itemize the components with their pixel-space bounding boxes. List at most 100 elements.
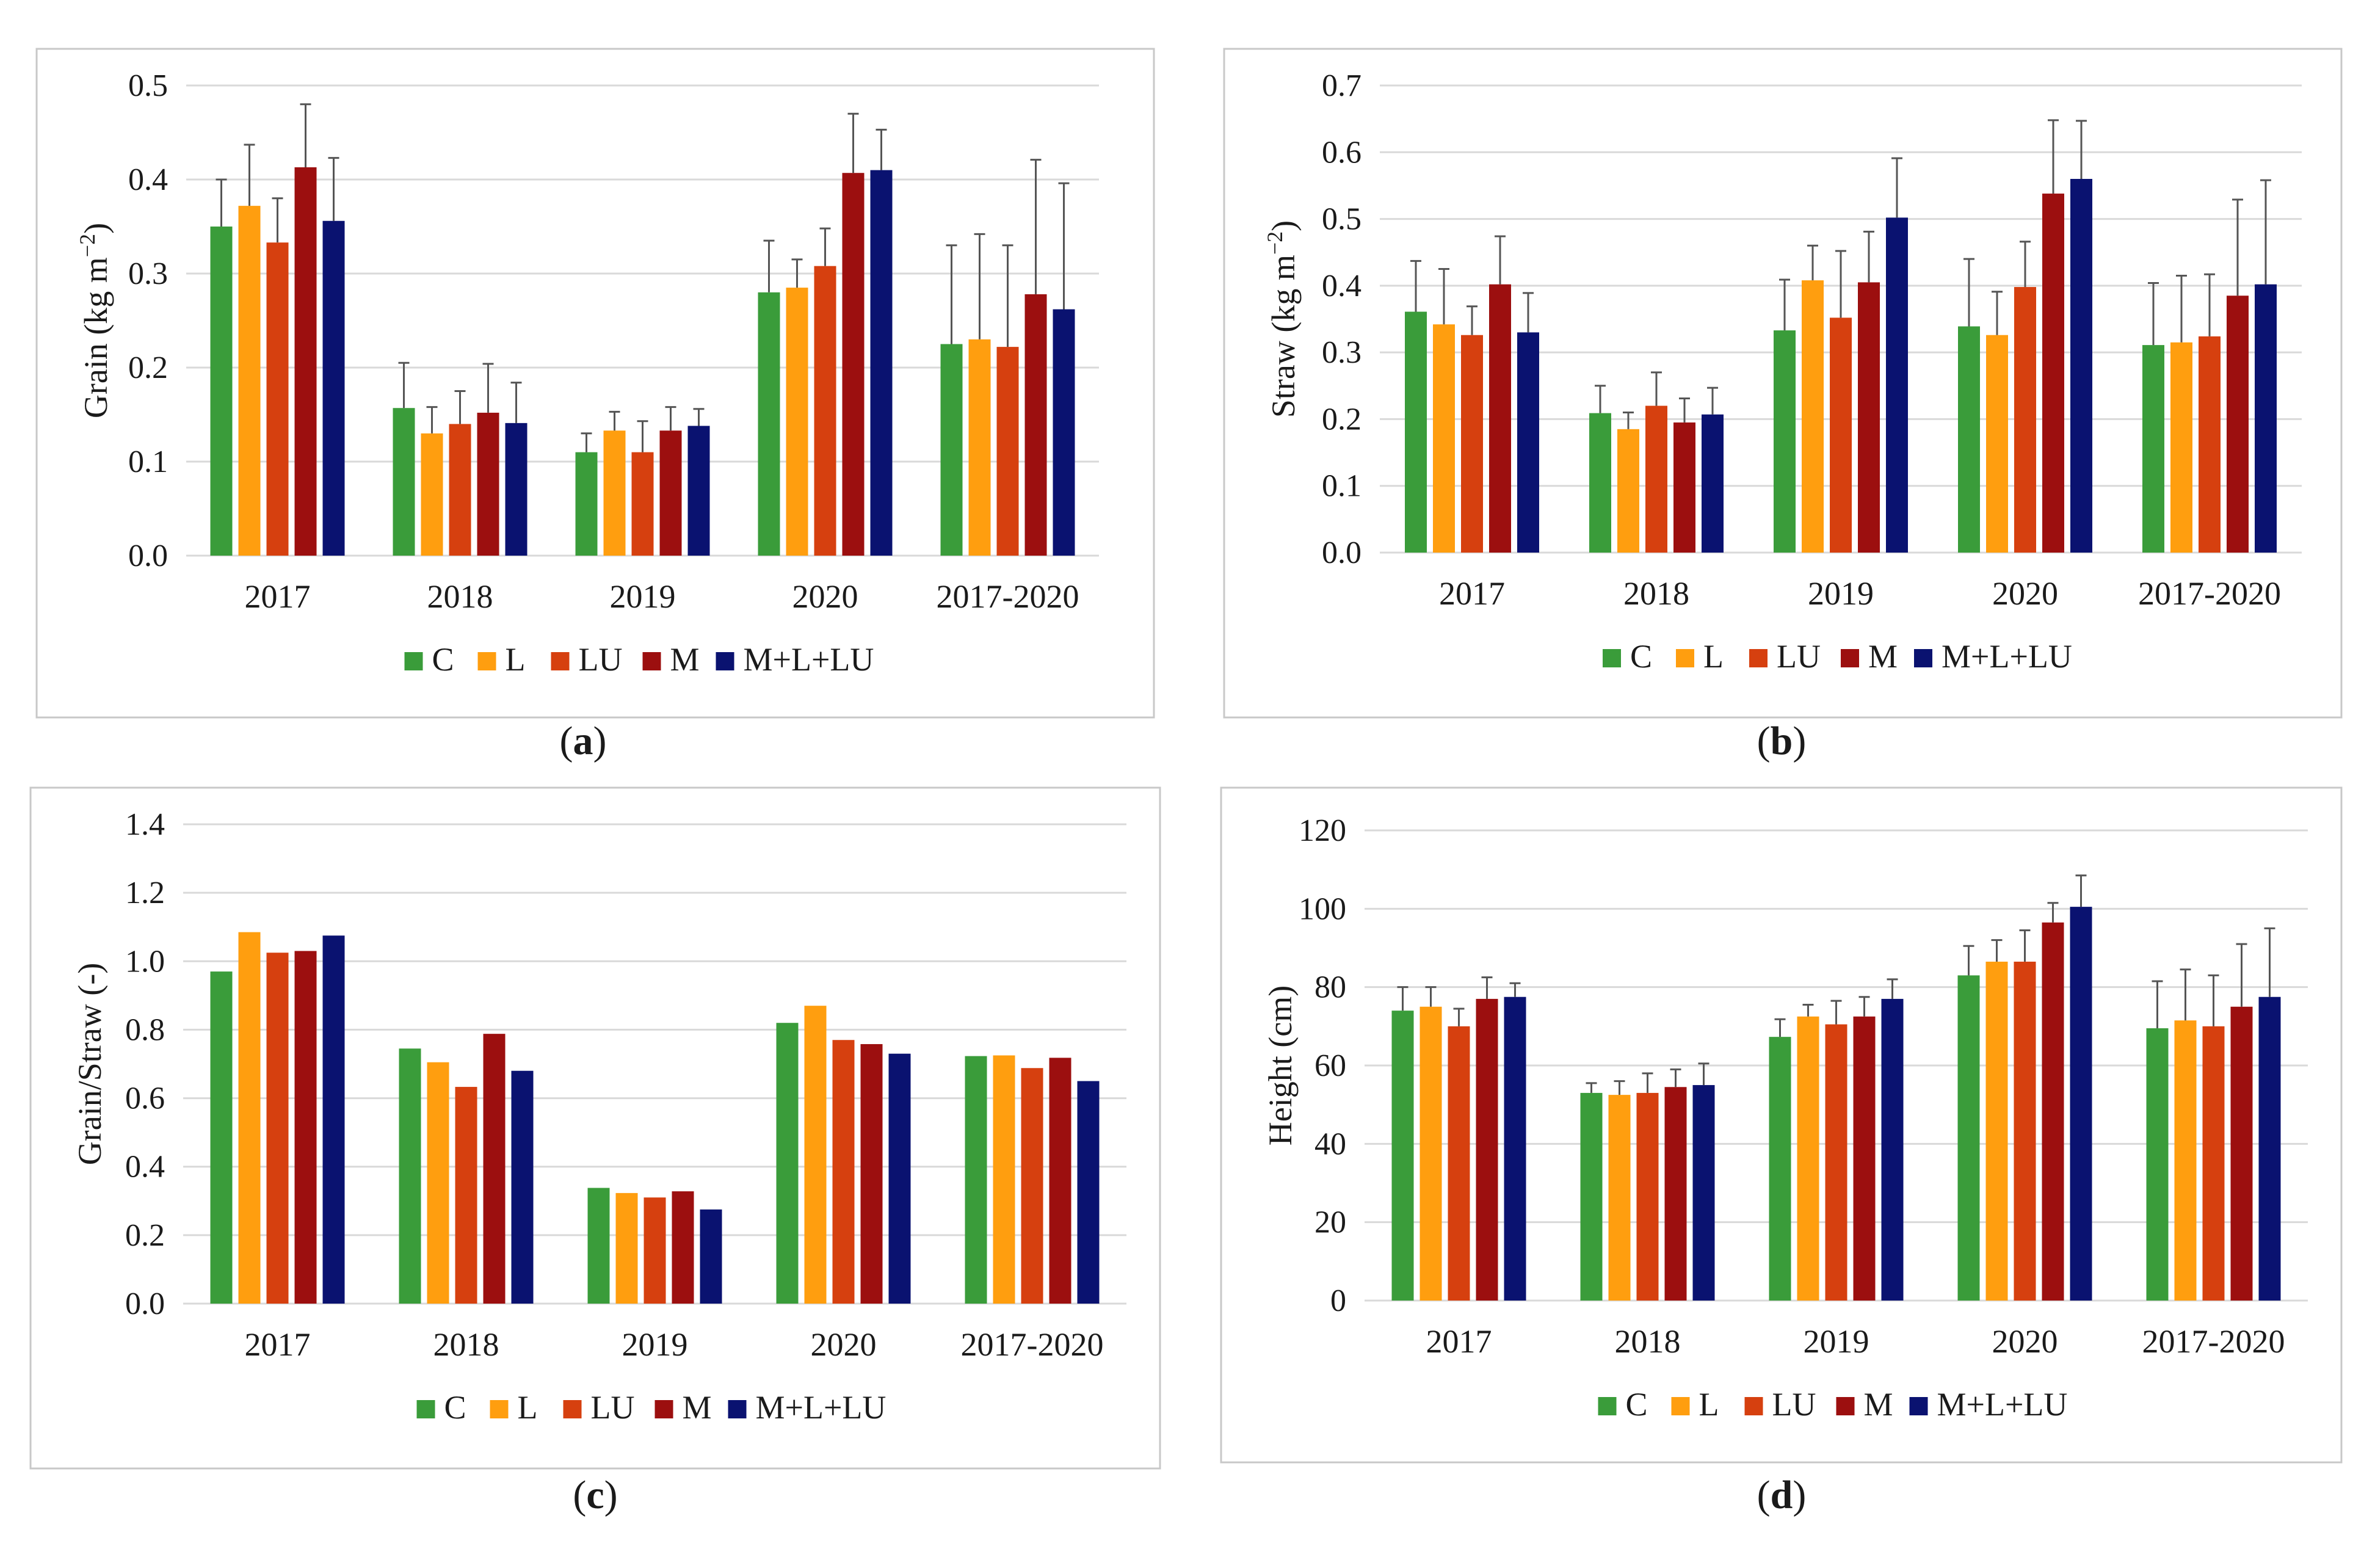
y-axis-label: Height (cm) [1262,985,1299,1145]
x-tick-label: 2020 [1992,1323,2058,1360]
bar-C-2018 [1580,1092,1603,1301]
x-tick-label: 2018 [427,578,493,615]
bar-LU-2017-2020 [2199,336,2221,553]
chart-panel-d: 0 20 40 60 80 100 120 Height (cm) 2017 2018 2019 20… [1220,786,2343,1464]
bar-LU-2018 [1636,1092,1659,1301]
y-tick-label: 0.2 [125,1218,165,1253]
panel-label-c: (c) [573,1473,617,1517]
legend-label-L: L [506,641,526,678]
x-tick-label: 2017 [1439,575,1505,612]
panel-label-open: ( [1757,1473,1771,1517]
bar-LU-2019 [1825,1024,1847,1301]
bar-L-2017-2020 [2174,1020,2197,1301]
legend-swatch-M [1836,1397,1855,1415]
legend-label-LU: LU [1777,638,1821,675]
bar-M-2018 [1664,1087,1687,1301]
legend-swatch-C [1598,1397,1617,1415]
legend-label-M+L+LU: M+L+LU [756,1389,886,1426]
legend-label-LU: LU [591,1389,635,1426]
y-axis-label: Grain/Straw (-) [71,963,108,1165]
legend-label-C: C [1630,638,1652,675]
bar-LU-2019 [631,452,654,556]
legend-swatch-L [490,1400,509,1418]
x-tick-label: 2017-2020 [2142,1323,2285,1360]
y-tick-label: 0.1 [1322,469,1361,504]
x-tick-label: 2020 [811,1326,877,1363]
y-tick-label: 0.4 [1322,269,1361,303]
bar-M+L+LU-2018 [1702,414,1724,553]
y-tick-label: 0 [1330,1283,1346,1318]
bar-LU-2019 [644,1197,666,1304]
panel-label-letter: c [586,1473,604,1517]
legend-swatch-M [642,652,661,670]
legend-swatch-L [1676,649,1694,667]
bar-LU-2017 [266,242,289,556]
bar-LU-2020 [814,266,836,556]
bar-M-2017 [294,167,317,556]
legend-swatch-M+L+LU [728,1400,747,1418]
y-tick-label: 0.6 [1322,135,1361,170]
y-axis-label: Grain (kg m−2) [75,223,114,418]
bar-LU-2017-2020 [2202,1026,2225,1301]
x-tick-label: 2020 [792,578,858,615]
bar-M+L+LU-2017 [322,220,345,556]
legend-swatch-L [477,652,496,670]
y-tick-label: 1.0 [125,944,165,979]
y-tick-label: 0.5 [128,68,168,103]
bar-L-2017 [238,206,261,556]
y-tick-label: 60 [1314,1048,1346,1083]
bar-M+L+LU-2017-2020 [2255,284,2277,553]
panel-label-letter: d [1771,1473,1793,1517]
bar-LU-2017 [266,953,289,1304]
y-axis-label-close: ) [78,223,114,234]
bar-M+L+LU-2020 [888,1053,911,1304]
y-tick-label: 0.3 [128,256,168,291]
bar-LU-2019 [1830,318,1852,553]
bar-M+L+LU-2020 [870,170,893,556]
y-tick-label: 0.2 [128,350,168,385]
bar-L-2020 [1986,335,2008,553]
legend-swatch-M+L+LU [716,652,734,670]
chart-panel-c: 0.0 0.2 0.4 0.6 0.8 1.0 1.2 1.4 Grain/Straw (-) 2… [29,786,1161,1470]
y-axis-label-text: Grain/Straw (-) [71,963,108,1165]
legend-label-C: C [432,641,454,678]
bar-LU-2017-2020 [996,347,1019,556]
bar-C-2017-2020 [2146,1028,2169,1301]
x-tick-label: 2019 [610,578,676,615]
bar-C-2017 [210,227,233,556]
bar-M-2019 [1853,1016,1876,1301]
chart-panel-a: 0.0 0.1 0.2 0.3 0.4 0.5 Grain (kg m−2) 2017 2018… [35,48,1155,719]
bar-M+L+LU-2017-2020 [2258,996,2281,1301]
bar-L-2018 [1617,429,1639,553]
bar-C-2020 [758,292,780,556]
bar-LU-2018 [1645,405,1667,553]
legend-label-L: L [1699,1386,1719,1423]
legend-label-L: L [518,1389,538,1426]
panel-frame [1223,48,2343,719]
y-axis-label-text: Grain (kg m [78,257,114,418]
panel-frame [1220,786,2343,1464]
chart-panel-b: 0.0 0.1 0.2 0.3 0.4 0.5 0.6 0.7 Straw (kg m−2) 20… [1223,48,2343,719]
bar-L-2019 [615,1192,638,1304]
bar-C-2020 [1958,326,1980,553]
bar-M+L+LU-2018 [505,423,528,556]
bar-C-2018 [399,1048,421,1304]
legend-label-C: C [1626,1386,1648,1423]
legend-label-M: M [683,1389,712,1426]
x-tick-label: 2017 [245,578,311,615]
legend-label-M+L+LU: M+L+LU [744,641,874,678]
bar-C-2020 [776,1023,799,1304]
x-tick-label: 2018 [433,1326,499,1363]
legend-swatch-C [1603,649,1621,667]
panel-label-d: (d) [1757,1473,1807,1517]
bar-M-2018 [477,412,499,556]
x-tick-label: 2019 [1808,575,1874,612]
y-tick-label: 1.4 [125,807,165,842]
y-tick-label: 0.3 [1322,335,1361,370]
legend-label-M: M [1868,638,1898,675]
x-tick-label: 2017 [1426,1323,1492,1360]
bar-C-2019 [1769,1037,1791,1301]
panel-label-letter: a [573,719,593,763]
bar-C-2019 [1774,330,1796,553]
